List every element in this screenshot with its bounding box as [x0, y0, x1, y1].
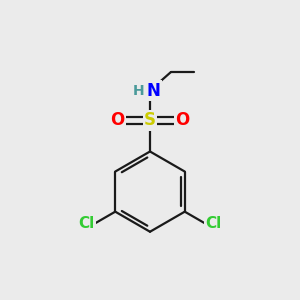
Text: S: S [144, 111, 156, 129]
Text: Cl: Cl [206, 216, 222, 231]
Text: Cl: Cl [78, 216, 94, 231]
Text: H: H [133, 84, 145, 98]
Text: N: N [147, 82, 160, 100]
Text: O: O [176, 111, 190, 129]
Text: O: O [110, 111, 124, 129]
